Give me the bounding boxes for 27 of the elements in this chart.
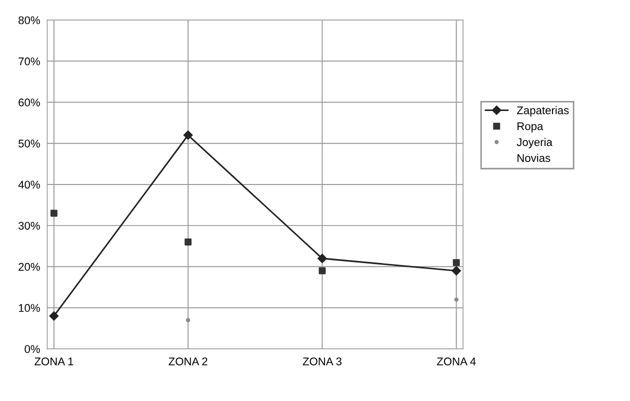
x-tick-label: ZONA 4	[436, 357, 476, 366]
y-tick-label: 10%	[18, 304, 40, 312]
y-tick-label: 20%	[18, 262, 40, 271]
y-tick-label: 50%	[18, 140, 40, 148]
point	[454, 297, 458, 302]
point	[318, 254, 327, 264]
point	[49, 311, 59, 321]
legend-label: Joyeria	[516, 138, 552, 148]
y-tick-label: 80%	[18, 16, 40, 24]
point	[318, 267, 326, 274]
y-tick-label: 30%	[18, 222, 40, 230]
point	[186, 318, 190, 322]
x-tick-label: ZONA 1	[34, 357, 74, 366]
text: Novias	[518, 154, 550, 162]
point	[452, 266, 461, 276]
point	[50, 210, 58, 217]
point	[183, 130, 193, 140]
y-tick-label: 70%	[18, 57, 40, 66]
point	[452, 259, 460, 266]
legend-label: Zapaterias	[516, 106, 569, 116]
y-tick-label: 60%	[18, 98, 40, 106]
legend-label: Ropa	[518, 122, 544, 132]
x-tick-label: ZONA 2	[168, 357, 208, 366]
point	[184, 238, 192, 246]
y-tick-label: 0%	[24, 345, 40, 354]
x-tick-label: ZONA 3	[302, 357, 342, 366]
y-tick-label: 40%	[18, 180, 40, 189]
